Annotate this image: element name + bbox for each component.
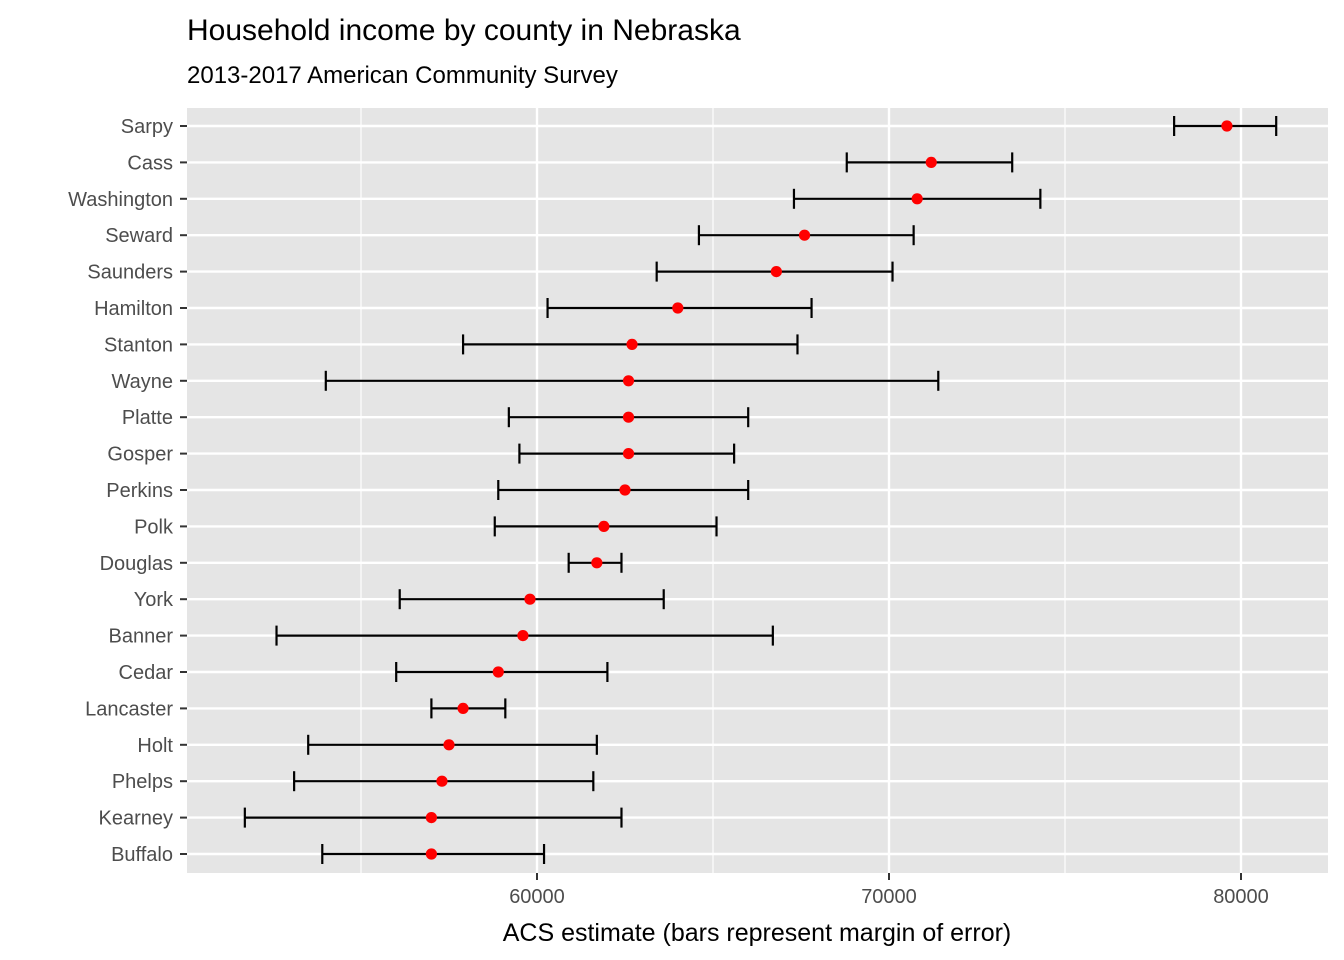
y-tick-label: Wayne — [111, 371, 173, 393]
y-tick-label: Cedar — [119, 662, 174, 684]
y-tick-label: Stanton — [104, 334, 173, 356]
y-tick-label: Banner — [109, 626, 174, 648]
y-tick-label: Hamilton — [94, 298, 173, 320]
estimate-point — [524, 593, 536, 605]
y-tick-label: Polk — [134, 516, 174, 538]
estimate-point — [443, 739, 455, 751]
estimate-point — [672, 302, 684, 314]
estimate-point — [619, 484, 631, 496]
estimate-point — [770, 266, 782, 278]
estimate-point — [598, 520, 610, 533]
y-tick-label: Douglas — [100, 553, 173, 575]
y-tick-label: Platte — [122, 407, 173, 429]
estimate-point — [622, 375, 635, 387]
y-tick-label: Lancaster — [85, 698, 173, 720]
x-tick-label: 80000 — [1213, 886, 1269, 908]
y-tick-label: Gosper — [107, 444, 173, 466]
y-tick-label: Washington — [68, 189, 173, 211]
estimate-point — [492, 666, 504, 678]
estimate-point — [591, 557, 603, 569]
x-axis: 60000 70000 80000 — [509, 873, 1269, 908]
estimate-point — [622, 448, 635, 460]
x-tick-label: 60000 — [509, 886, 565, 908]
estimate-point — [425, 848, 437, 860]
y-tick-label: Buffalo — [111, 844, 173, 866]
chart-subtitle: 2013-2017 American Community Survey — [187, 62, 618, 89]
estimate-point — [622, 411, 635, 423]
y-tick-label: Phelps — [112, 771, 173, 793]
y-tick-label: Kearney — [99, 808, 174, 830]
y-tick-label: Seward — [105, 225, 173, 247]
y-tick-label: Sarpy — [121, 116, 173, 138]
y-tick-label: York — [134, 589, 174, 611]
estimate-point — [1221, 120, 1233, 132]
y-tick-label: Saunders — [87, 262, 173, 284]
estimate-point — [911, 193, 923, 205]
y-axis: Sarpy Cass Washington Seward Saunders Hamilto… — [68, 116, 187, 866]
x-axis-title: ACS estimate (bars represent margin of e… — [503, 919, 1012, 947]
estimate-point — [925, 156, 937, 168]
chart-title: Household income by county in Nebraska — [187, 14, 741, 47]
estimate-point — [436, 775, 448, 787]
estimate-points — [425, 120, 1233, 860]
estimate-point — [457, 702, 469, 715]
y-tick-label: Holt — [137, 735, 173, 757]
estimate-point — [517, 630, 529, 642]
x-tick-label: 70000 — [861, 886, 917, 908]
estimate-point — [425, 812, 437, 824]
y-tick-label: Perkins — [106, 480, 173, 502]
y-tick-label: Cass — [127, 152, 173, 174]
estimate-point — [798, 229, 811, 241]
estimate-point — [626, 338, 638, 350]
